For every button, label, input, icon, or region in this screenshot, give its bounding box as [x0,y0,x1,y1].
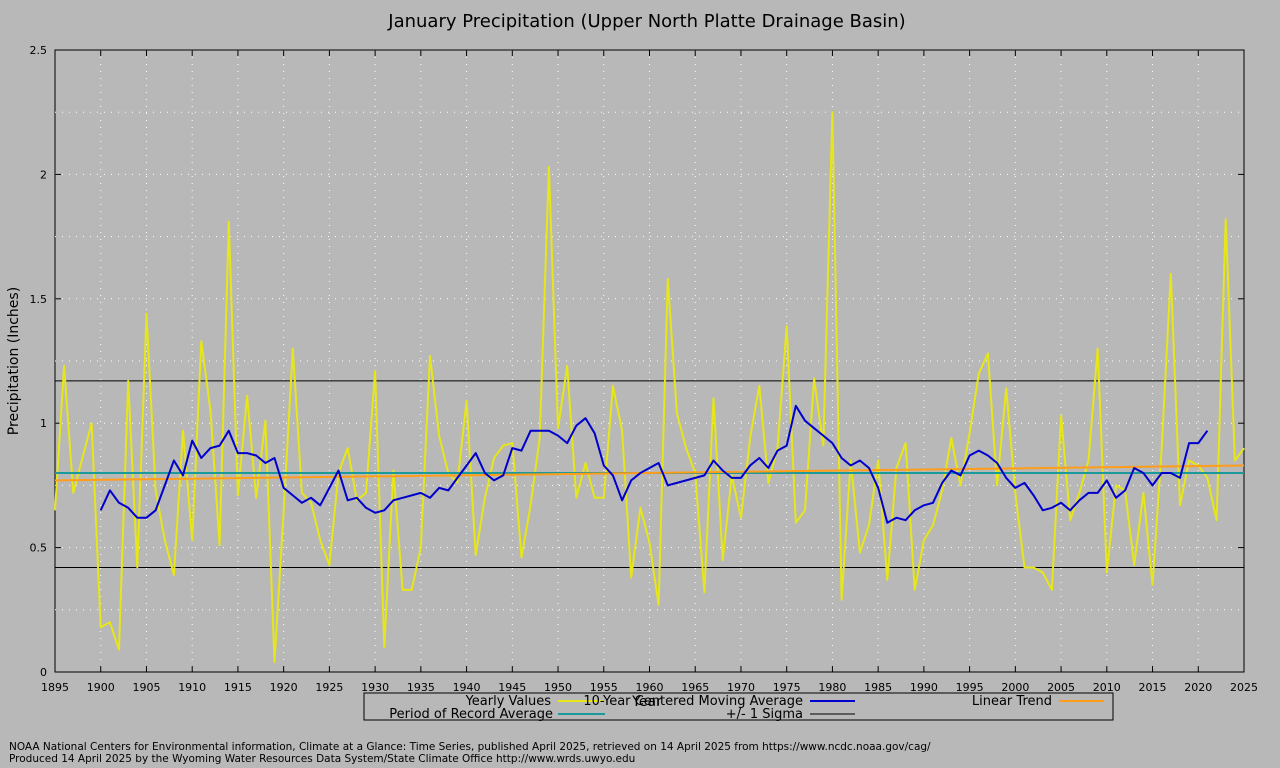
legend-label-sigma: +/- 1 Sigma [726,707,803,722]
x-tick-label: 1900 [87,681,115,694]
x-tick-label: 1995 [956,681,984,694]
legend-label-trend: Linear Trend [972,694,1052,709]
producer-credit: Produced 14 April 2025 by the Wyoming Wa… [9,753,636,765]
legend-label-yearly: Yearly Values [465,694,552,709]
x-tick-label: 1990 [910,681,938,694]
x-tick-label: 1905 [132,681,160,694]
x-tick-label: 1980 [818,681,846,694]
x-tick-label: 1970 [727,681,755,694]
x-tick-label: 1975 [773,681,801,694]
source-credit: NOAA National Centers for Environmental … [9,741,931,753]
x-tick-label: 2015 [1139,681,1167,694]
x-tick-label: 1940 [453,681,481,694]
x-axis-label: Year [631,694,662,710]
chart-title: January Precipitation (Upper North Platt… [387,11,905,32]
x-tick-label: 2020 [1184,681,1212,694]
y-tick-label: 0 [40,666,47,679]
x-tick-label: 1960 [636,681,664,694]
x-tick-label: 2005 [1047,681,1075,694]
series-lines [54,111,1245,663]
y-axis-label: Precipitation (Inches) [6,287,22,435]
x-tick-label: 1965 [681,681,709,694]
x-tick-label: 1895 [41,681,69,694]
x-tick-label: 1985 [864,681,892,694]
x-tick-label: 1915 [224,681,252,694]
axis-ticks: 0 0.5 1 1.5 2 2.5 1895 1900 1905 1910 1915 1920 1925… [30,44,1259,694]
y-tick-label: 0.5 [30,542,48,555]
x-tick-label: 1920 [270,681,298,694]
legend: Yearly Values 10-Year Centered Moving Av… [363,692,1114,722]
y-tick-label: 1 [40,417,47,430]
legend-label-period-average: Period of Record Average [389,707,553,722]
legend-label-moving-average: 10-Year Centered Moving Average [583,694,803,709]
legend-box [363,692,1114,721]
yearly-values-line [54,111,1245,663]
x-tick-label: 1950 [544,681,572,694]
x-tick-label: 2025 [1230,681,1258,694]
x-tick-label: 1935 [407,681,435,694]
x-tick-label: 2010 [1093,681,1121,694]
grid-lines [55,50,1244,672]
x-tick-label: 1955 [590,681,618,694]
y-tick-label: 1.5 [30,293,48,306]
moving-average-line [99,404,1209,524]
x-tick-label: 1930 [361,681,389,694]
y-tick-label: 2 [40,168,47,181]
x-tick-label: 1925 [315,681,343,694]
y-tick-label: 2.5 [30,44,48,57]
x-tick-label: 1910 [178,681,206,694]
sigma-lines [55,380,1244,569]
x-tick-label: 2000 [1001,681,1029,694]
x-tick-label: 1945 [498,681,526,694]
linear-trend-line [54,464,1245,482]
